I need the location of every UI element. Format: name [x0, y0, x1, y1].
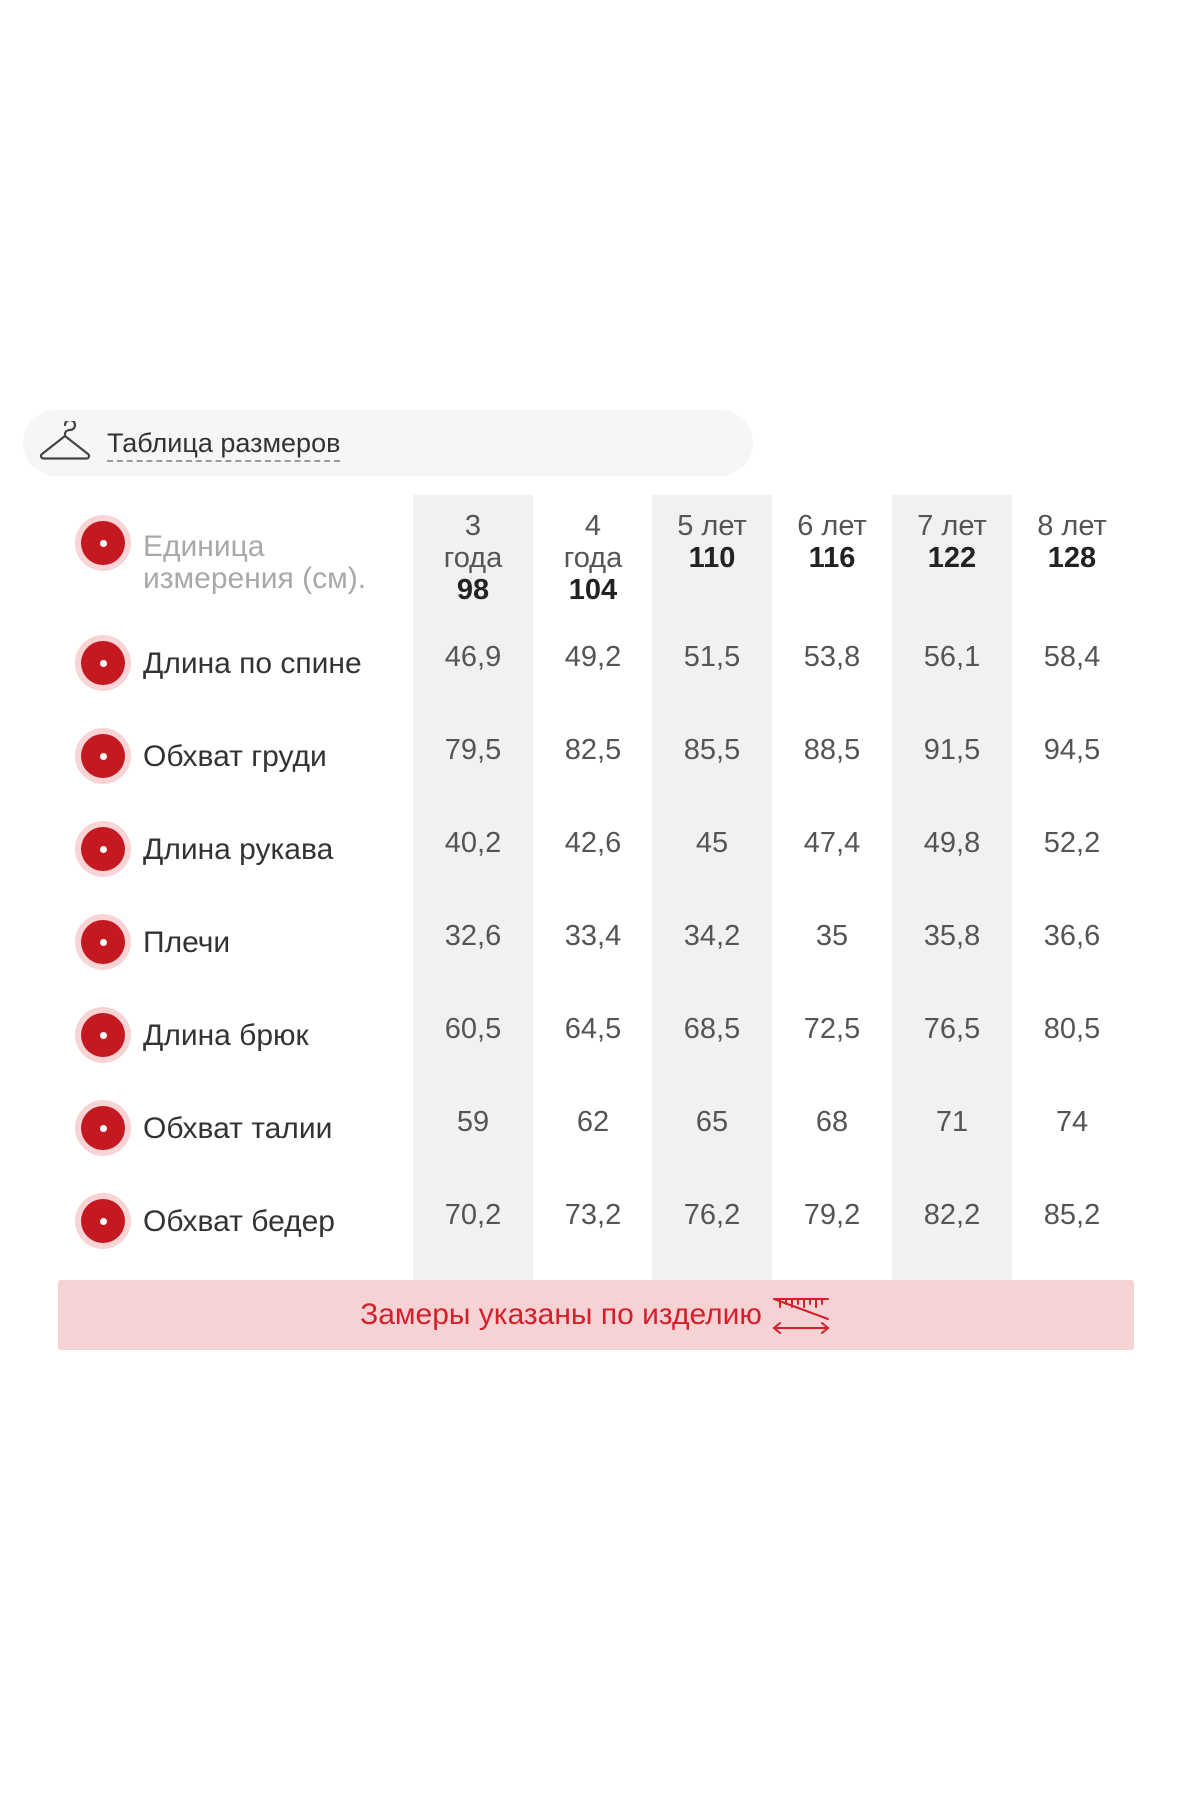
table-cell: 74: [1055, 1106, 1089, 1138]
table-cell: 82,2: [923, 1199, 981, 1231]
table-cell: 88,5: [803, 734, 861, 766]
table-cell: 35,8: [923, 920, 981, 952]
measurement-note: Замеры указаны по изделию: [58, 1280, 1134, 1350]
measurement-label: Длина брюк: [143, 1019, 309, 1052]
ruler-icon: [772, 1298, 830, 1334]
table-cell: 65: [695, 1106, 729, 1138]
table-cell: 32,6: [444, 920, 502, 952]
table-row-label: Обхват груди: [75, 728, 405, 784]
table-cell: 79,2: [803, 1199, 861, 1231]
column-size: 110: [688, 542, 736, 574]
column-size: 122: [927, 542, 977, 574]
column-size: 98: [456, 574, 490, 606]
measurement-label: Обхват талии: [143, 1112, 333, 1145]
column-header: 8 лет 128: [1012, 510, 1132, 574]
table-cell: 70,2: [444, 1199, 502, 1231]
table-cell: 71: [935, 1106, 969, 1138]
size-table: Единица измерения (см). 3 года 98 4 года…: [0, 495, 1200, 1280]
table-cell: 34,2: [683, 920, 741, 952]
table-cell: 68: [815, 1106, 849, 1138]
table-cell: 49,8: [923, 827, 981, 859]
column-header: 6 лет 116: [772, 510, 892, 574]
column-age: 8 лет: [1037, 510, 1107, 542]
table-cell: 51,5: [683, 641, 741, 673]
table-cell: 49,2: [564, 641, 622, 673]
table-cell: 72,5: [803, 1013, 861, 1045]
size-chart-header[interactable]: Таблица размеров: [23, 410, 753, 476]
table-cell: 52,2: [1043, 827, 1101, 859]
table-cell: 40,2: [444, 827, 502, 859]
column-header: 7 лет 122: [892, 510, 1012, 574]
unit-label: Единица измерения (см).: [143, 530, 367, 595]
column-age: 4 года: [563, 510, 623, 574]
bullet-icon: [75, 1193, 131, 1249]
measurement-label: Плечи: [143, 926, 231, 959]
column-header: 4 года 104: [533, 510, 653, 606]
bullet-icon: [75, 635, 131, 691]
table-cell: 82,5: [564, 734, 622, 766]
table-cell: 76,5: [923, 1013, 981, 1045]
table-cell: 60,5: [444, 1013, 502, 1045]
column-header: 3 года 98: [413, 510, 533, 606]
column-age: 3 года: [443, 510, 503, 574]
table-cell: 85,5: [683, 734, 741, 766]
column-age: 7 лет: [917, 510, 987, 542]
table-cell: 68,5: [683, 1013, 741, 1045]
table-cell: 33,4: [564, 920, 622, 952]
table-cell: 80,5: [1043, 1013, 1101, 1045]
table-cell: 42,6: [564, 827, 622, 859]
column-age: 5 лет: [677, 510, 747, 542]
table-cell: 79,5: [444, 734, 502, 766]
table-cell: 35: [815, 920, 849, 952]
column-size: 104: [568, 574, 618, 606]
table-cell: 53,8: [803, 641, 861, 673]
table-cell: 59: [456, 1106, 490, 1138]
column-shade: [892, 495, 1012, 1280]
table-cell: 36,6: [1043, 920, 1101, 952]
measurement-label: Длина рукава: [143, 833, 334, 866]
column-age: 6 лет: [797, 510, 867, 542]
measurement-label: Обхват бедер: [143, 1205, 335, 1238]
table-cell: 45: [695, 827, 729, 859]
column-shade: [652, 495, 772, 1280]
table-cell: 46,9: [444, 641, 502, 673]
column-size: 116: [808, 542, 856, 574]
note-text: Замеры указаны по изделию: [360, 1298, 762, 1331]
column-header: 5 лет 110: [652, 510, 772, 574]
bullet-icon: [75, 728, 131, 784]
table-row-label: Обхват бедер: [75, 1193, 405, 1249]
hanger-icon: [39, 421, 91, 460]
bullet-icon: [75, 515, 131, 571]
table-cell: 85,2: [1043, 1199, 1101, 1231]
size-chart-title[interactable]: Таблица размеров: [107, 427, 341, 462]
table-cell: 94,5: [1043, 734, 1101, 766]
table-cell: 91,5: [923, 734, 981, 766]
measurement-label: Обхват груди: [143, 740, 327, 773]
table-row-label: Длина брюк: [75, 1007, 405, 1063]
measurement-label: Длина по спине: [143, 647, 362, 680]
table-cell: 73,2: [564, 1199, 622, 1231]
column-size: 128: [1047, 542, 1097, 574]
table-row-label: Длина рукава: [75, 821, 405, 877]
table-cell: 64,5: [564, 1013, 622, 1045]
unit-label-row: Единица измерения (см).: [75, 515, 405, 595]
table-row-label: Обхват талии: [75, 1100, 405, 1156]
table-cell: 76,2: [683, 1199, 741, 1231]
table-row-label: Длина по спине: [75, 635, 405, 691]
column-shade: [413, 495, 533, 1280]
table-cell: 47,4: [803, 827, 861, 859]
table-cell: 56,1: [923, 641, 981, 673]
bullet-icon: [75, 1007, 131, 1063]
table-row-label: Плечи: [75, 914, 405, 970]
bullet-icon: [75, 914, 131, 970]
table-cell: 62: [576, 1106, 610, 1138]
bullet-icon: [75, 821, 131, 877]
bullet-icon: [75, 1100, 131, 1156]
table-cell: 58,4: [1043, 641, 1101, 673]
